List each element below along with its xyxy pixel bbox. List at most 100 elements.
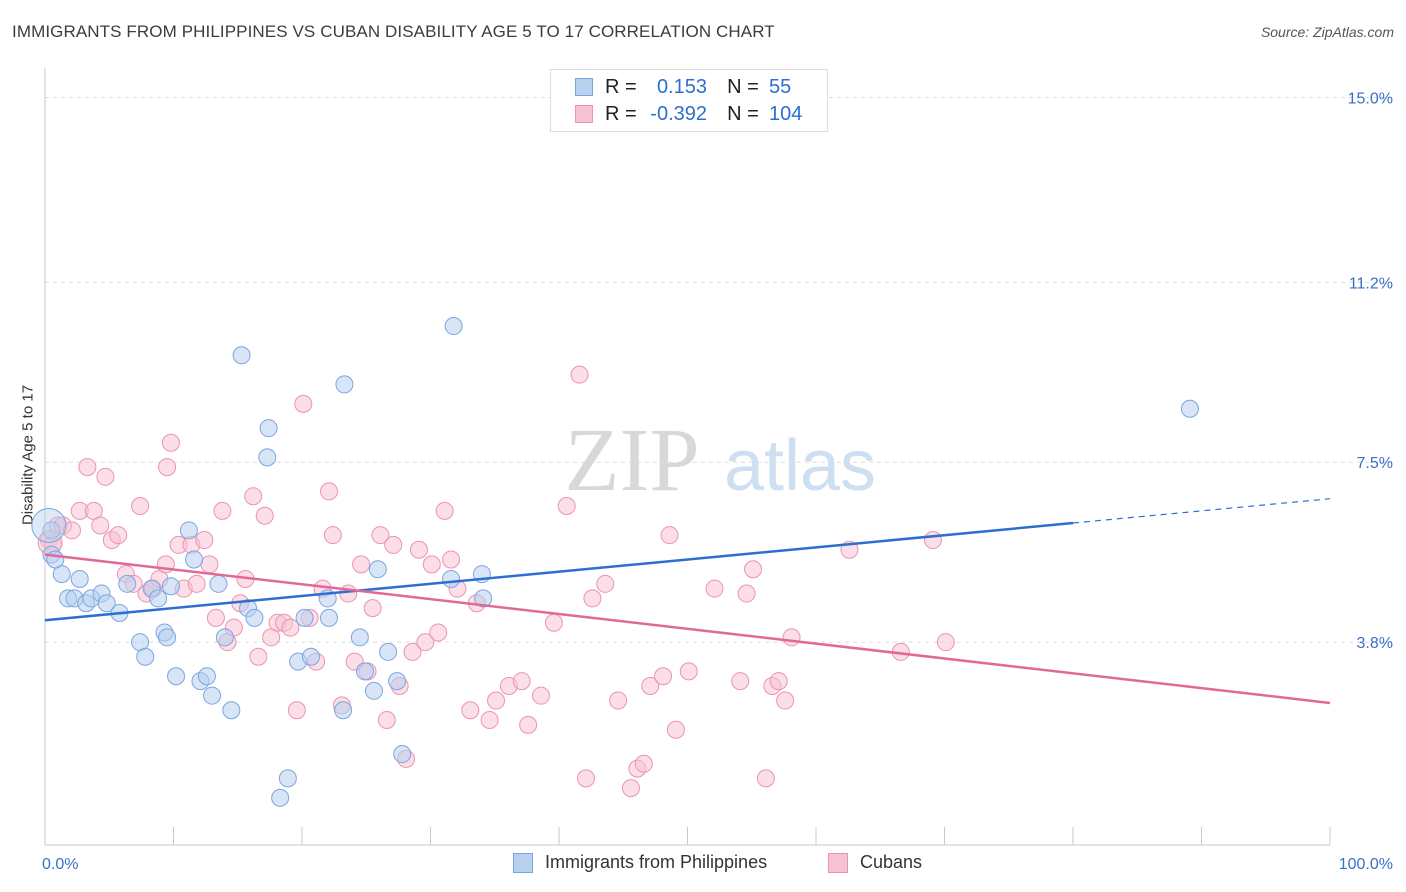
data-point — [244, 487, 263, 506]
data-point — [213, 501, 232, 520]
data-point — [776, 691, 795, 710]
data-point — [474, 589, 493, 608]
data-point — [339, 584, 358, 603]
data-point — [532, 686, 551, 705]
data-point — [461, 701, 480, 720]
data-point — [31, 507, 67, 543]
data-point — [179, 521, 198, 540]
data-point — [544, 613, 563, 632]
watermark-atlas: atlas — [724, 426, 876, 506]
data-point — [609, 691, 628, 710]
data-point — [91, 516, 110, 535]
cubans-swatch — [575, 105, 593, 123]
chart-title: IMMIGRANTS FROM PHILIPPINES VS CUBAN DIS… — [12, 22, 775, 41]
data-point — [352, 555, 371, 574]
legend-r-label: R = — [605, 102, 637, 125]
data-point — [195, 531, 214, 550]
data-point — [209, 574, 228, 593]
data-point — [377, 711, 396, 729]
data-point — [936, 633, 955, 652]
data-point — [222, 701, 241, 720]
data-point — [442, 569, 461, 588]
legend-n-value: 104 — [769, 102, 803, 125]
data-point — [923, 531, 942, 550]
bottom-legend-philippines: Immigrants from Philippines — [513, 852, 767, 873]
data-point — [78, 458, 97, 477]
data-point — [245, 608, 264, 627]
data-point — [393, 745, 412, 764]
philippines-swatch — [575, 78, 593, 96]
watermark-zip: ZIP — [565, 411, 700, 510]
data-point — [660, 526, 679, 545]
data-point — [364, 681, 383, 700]
data-point — [596, 574, 615, 593]
data-point — [319, 608, 338, 627]
cubans-trend-line — [44, 553, 1331, 705]
data-point — [323, 526, 342, 545]
legend-n-label: N = — [727, 102, 759, 125]
legend-r-value: -0.392 — [650, 102, 707, 125]
data-point — [388, 672, 407, 691]
data-point — [287, 701, 306, 720]
legend-r-label: R = — [605, 75, 637, 98]
x-tick-label: 100.0% — [1339, 856, 1393, 873]
data-point — [161, 433, 180, 452]
data-point — [731, 672, 750, 691]
data-point — [215, 628, 234, 647]
data-point — [158, 458, 177, 477]
data-point — [97, 594, 116, 613]
data-point — [570, 365, 589, 384]
data-point — [429, 623, 448, 642]
legend-row-philippines: R = 0.153 N = 55 — [551, 75, 809, 99]
philippines-trend-extension — [1072, 498, 1331, 524]
data-point — [634, 754, 653, 773]
data-point — [416, 633, 435, 652]
data-point — [62, 521, 81, 540]
data-point — [442, 550, 461, 569]
data-point — [355, 662, 374, 681]
data-point — [131, 497, 150, 515]
data-point — [187, 574, 206, 593]
bottom-legend-label: Cubans — [860, 852, 923, 872]
data-point — [161, 577, 180, 596]
legend-n-label: N = — [727, 75, 759, 98]
data-point — [487, 691, 506, 710]
gridlines — [45, 96, 1392, 643]
data-point — [334, 701, 353, 720]
data-point — [368, 560, 387, 579]
data-point — [422, 555, 441, 574]
trend-lines — [44, 498, 1331, 705]
source-label: Source: ZipAtlas.com — [1260, 24, 1394, 40]
data-point — [70, 569, 89, 588]
data-point — [769, 672, 788, 691]
data-point — [295, 608, 314, 627]
data-point — [371, 526, 390, 545]
y-tick-label: 11.2% — [1349, 275, 1393, 292]
data-point — [744, 560, 763, 579]
data-point — [737, 584, 756, 603]
y-tick-labels: 3.8% 7.5% 11.2% 15.0% — [1348, 90, 1393, 652]
data-point — [136, 647, 155, 666]
data-point — [258, 448, 277, 467]
data-point — [519, 715, 538, 734]
data-point — [435, 501, 454, 520]
data-point — [149, 589, 168, 608]
y-tick-label: 3.8% — [1357, 635, 1393, 652]
philippines-points — [31, 317, 1199, 807]
data-point — [654, 667, 673, 686]
x-tick-labels: 0.0% 100.0% — [42, 856, 1393, 873]
x-tick-label: 0.0% — [42, 856, 78, 873]
legend-row-cubans: R = -0.392 N = 104 — [551, 102, 809, 126]
axes — [44, 68, 1331, 846]
bottom-legend-cubans: Cubans — [828, 852, 922, 873]
data-point — [294, 394, 313, 413]
data-point — [255, 506, 274, 525]
data-point — [576, 769, 595, 788]
data-point — [583, 589, 602, 608]
data-point — [118, 574, 137, 593]
data-point — [1180, 399, 1199, 418]
data-point — [666, 720, 685, 739]
legend-n-value: 55 — [769, 75, 792, 98]
watermark: ZIP atlas — [565, 411, 877, 510]
data-point — [403, 642, 422, 661]
